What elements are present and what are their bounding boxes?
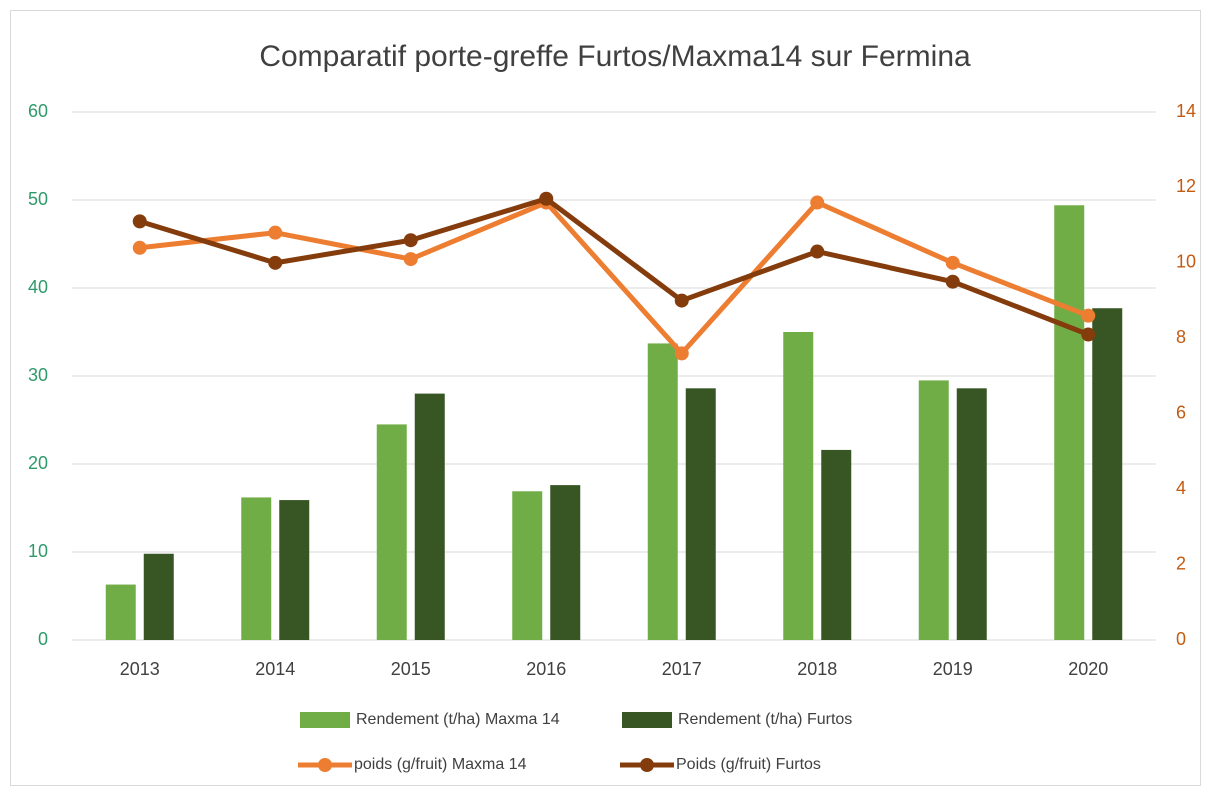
point (1081, 327, 1096, 342)
y2-tick-label: 6 (1176, 402, 1186, 422)
chart-frame (10, 10, 1201, 786)
bar (1054, 205, 1085, 640)
bar (783, 332, 814, 640)
y2-tick-label: 14 (1176, 101, 1196, 121)
bar (956, 388, 987, 640)
point (403, 252, 418, 267)
legend-swatch (300, 712, 350, 728)
x-tick-label: 2015 (391, 659, 431, 679)
bar (1092, 308, 1123, 640)
legend-swatch (622, 712, 672, 728)
bar (376, 424, 407, 640)
x-tick-label: 2016 (526, 659, 566, 679)
point (132, 214, 147, 229)
y2-tick-label: 0 (1176, 629, 1186, 649)
bar (279, 500, 310, 640)
bar (105, 584, 136, 640)
y2-tick-label: 10 (1176, 252, 1196, 272)
legend-label: Rendement (t/ha) Maxma 14 (356, 711, 560, 728)
y2-tick-label: 4 (1176, 478, 1186, 498)
y-tick-label: 0 (38, 629, 48, 649)
line (139, 196, 1090, 337)
point (132, 240, 147, 255)
bar (241, 497, 272, 640)
y-tick-label: 30 (28, 365, 48, 385)
y2-tick-label: 12 (1176, 176, 1196, 196)
y-tick-label: 60 (28, 101, 48, 121)
bar (550, 485, 581, 640)
x-tick-label: 2018 (797, 659, 837, 679)
y-tick-label: 50 (28, 189, 48, 209)
legend-label: Rendement (t/ha) Furtos (678, 711, 852, 728)
legend-label: Poids (g/fruit) Furtos (676, 756, 821, 773)
bar (143, 553, 174, 640)
point (268, 255, 283, 270)
x-tick-label: 2019 (933, 659, 973, 679)
point (403, 233, 418, 248)
point (674, 346, 689, 361)
bar (414, 393, 445, 640)
bar (685, 388, 716, 640)
point (945, 255, 960, 270)
point (539, 191, 554, 206)
legend-swatch (640, 758, 654, 772)
point (268, 225, 283, 240)
x-tick-label: 2020 (1068, 659, 1108, 679)
legend-swatch (318, 758, 332, 772)
legend-label: poids (g/fruit) Maxma 14 (354, 756, 527, 773)
point (810, 244, 825, 259)
bar (821, 449, 852, 640)
y-tick-label: 20 (28, 453, 48, 473)
point (945, 274, 960, 289)
y2-tick-label: 8 (1176, 327, 1186, 347)
x-tick-label: 2014 (255, 659, 295, 679)
y2-tick-label: 2 (1176, 553, 1186, 573)
point (810, 195, 825, 210)
bar (647, 343, 678, 640)
y-tick-label: 40 (28, 277, 48, 297)
chart-title: Comparatif porte-greffe Furtos/Maxma14 s… (259, 40, 971, 73)
bar (918, 380, 949, 640)
y-tick-label: 10 (28, 541, 48, 561)
line (139, 200, 1090, 356)
x-tick-label: 2017 (662, 659, 702, 679)
bar (512, 491, 543, 640)
point (674, 293, 689, 308)
point (1081, 308, 1096, 323)
x-tick-label: 2013 (120, 659, 160, 679)
